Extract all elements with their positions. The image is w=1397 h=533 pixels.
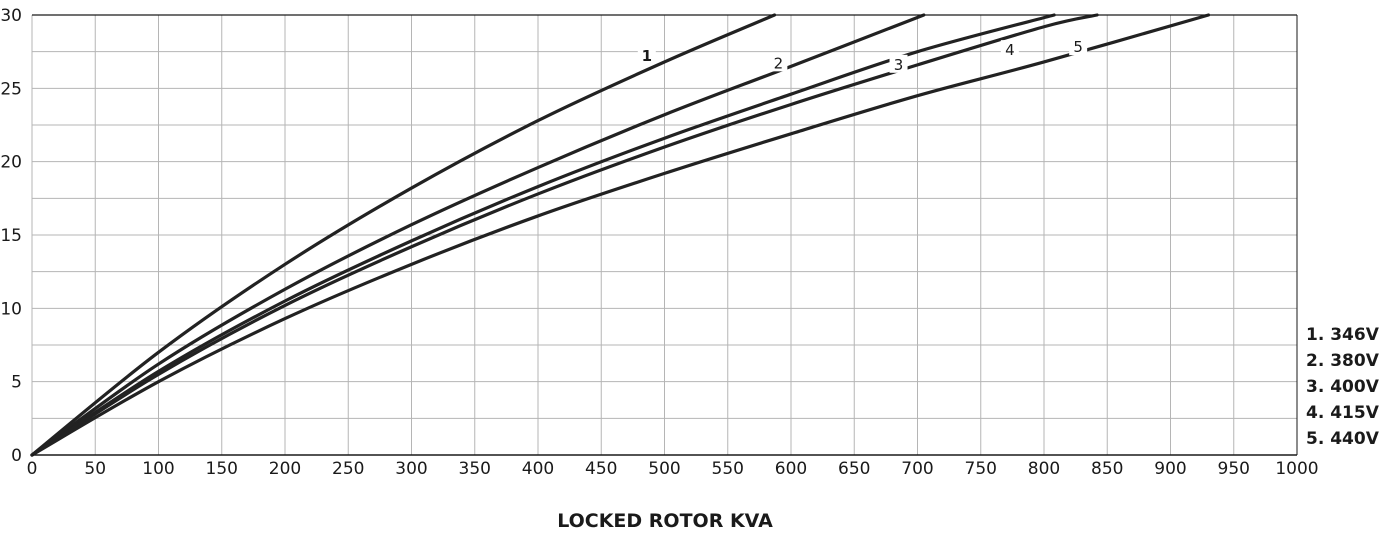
y-tick-label: 25 <box>0 79 22 99</box>
y-tick-label: 15 <box>0 226 22 246</box>
x-tick-label: 0 <box>27 459 38 479</box>
series-line-2 <box>30 13 926 457</box>
y-tick-label: 20 <box>0 153 22 173</box>
x-tick-labels: 0 50 100 150 200 250 300 350 400 450 500 550 600 650 7… <box>27 459 1319 479</box>
legend: 1. 346V 2. 380V 3. 400V 4. 415V 5. 440V <box>1306 322 1379 452</box>
curve-label-4: 4 <box>1005 41 1015 59</box>
x-tick-label: 900 <box>1154 459 1186 479</box>
x-tick-label: 250 <box>332 459 364 479</box>
y-tick-label: 5 <box>11 373 22 393</box>
x-tick-label: 600 <box>775 459 807 479</box>
curve-label-1: 1 <box>642 47 652 65</box>
curve-labels: 1 2 3 4 5 <box>637 37 1088 74</box>
x-tick-label: 750 <box>965 459 997 479</box>
x-tick-label: 350 <box>459 459 491 479</box>
x-tick-label: 300 <box>395 459 427 479</box>
x-axis-title: LOCKED ROTOR KVA <box>557 510 773 532</box>
curve-label-2: 2 <box>774 54 784 72</box>
legend-item-1: 1. 346V <box>1306 325 1379 345</box>
x-tick-label: 150 <box>206 459 238 479</box>
x-tick-label: 700 <box>901 459 933 479</box>
curve-label-bg <box>1000 40 1019 59</box>
x-tick-label: 400 <box>522 459 554 479</box>
x-tick-label: 550 <box>712 459 744 479</box>
y-tick-label: 10 <box>0 299 22 319</box>
curve-label-5: 5 <box>1073 38 1083 56</box>
series-line-1 <box>30 13 777 457</box>
series-line-5 <box>30 13 1211 457</box>
x-tick-label: 1000 <box>1275 459 1318 479</box>
x-tick-label: 500 <box>648 459 680 479</box>
grid-lines <box>31 14 1298 456</box>
curve-label-bg <box>637 46 656 64</box>
legend-item-4: 4. 415V <box>1306 403 1379 423</box>
axes <box>32 14 1298 456</box>
x-tick-label: 800 <box>1028 459 1060 479</box>
x-tick-label: 950 <box>1218 459 1250 479</box>
series-line-4 <box>30 13 1099 457</box>
legend-item-5: 5. 440V <box>1306 429 1379 449</box>
legend-item-2: 2. 380V <box>1306 351 1379 371</box>
x-tick-label: 200 <box>269 459 301 479</box>
y-tick-label: 0 <box>11 446 22 466</box>
series-lines <box>30 13 1211 457</box>
curve-label-3: 3 <box>894 56 904 74</box>
curve-label-bg <box>889 54 908 73</box>
x-tick-label: 50 <box>84 459 106 479</box>
x-tick-label: 650 <box>838 459 870 479</box>
y-tick-label: 30 <box>0 6 22 26</box>
x-tick-label: 100 <box>142 459 174 479</box>
curve-label-bg <box>1069 37 1088 56</box>
series-line-3 <box>30 13 1056 457</box>
x-tick-label: 450 <box>585 459 617 479</box>
legend-item-3: 3. 400V <box>1306 377 1379 397</box>
x-tick-label: 850 <box>1091 459 1123 479</box>
curve-label-bg <box>769 53 788 72</box>
y-tick-labels: 0 5 10 15 20 25 30 <box>0 6 22 466</box>
